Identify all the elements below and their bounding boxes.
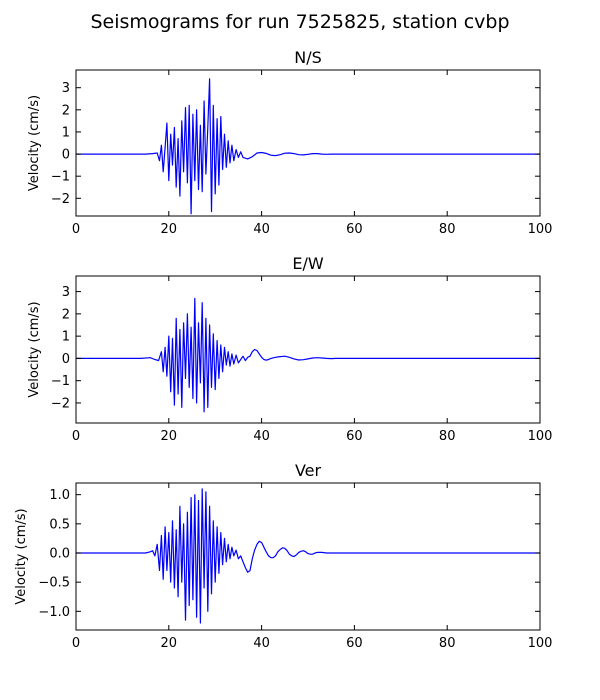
ew-xtick-label: 20 bbox=[161, 429, 178, 444]
ns-ytick-label: 2 bbox=[62, 103, 70, 118]
ns-ylabel: Velocity (cm/s) bbox=[27, 95, 42, 191]
ns-xtick-label: 60 bbox=[346, 222, 363, 237]
ns-ytick-label: 3 bbox=[62, 81, 70, 96]
ver-ytick-label: −1.0 bbox=[38, 605, 70, 620]
ew-ytick-label: −2 bbox=[51, 396, 70, 411]
ew-series-line bbox=[76, 297, 540, 413]
ew-xtick-label: 80 bbox=[439, 429, 456, 444]
ver-ytick-label: 0.5 bbox=[49, 517, 70, 532]
ns-xtick-label: 40 bbox=[253, 222, 270, 237]
figure-title: Seismograms for run 7525825, station cvb… bbox=[90, 11, 509, 33]
ns-ytick-label: −1 bbox=[51, 170, 70, 185]
ew-ytick-label: 1 bbox=[62, 330, 70, 345]
ew-xtick-label: 60 bbox=[346, 429, 363, 444]
ew-xtick-label: 100 bbox=[528, 429, 553, 444]
ns-xtick-label: 100 bbox=[528, 222, 553, 237]
ver-panel-title: Ver bbox=[295, 461, 322, 480]
ver-ytick-label: 0.0 bbox=[49, 547, 70, 562]
ew-axes-frame bbox=[75, 275, 541, 424]
ver-xtick-label: 100 bbox=[528, 636, 553, 651]
ew-ytick-label: 0 bbox=[62, 352, 70, 367]
ew-panel-title: E/W bbox=[292, 254, 324, 273]
ver-xtick-label: 20 bbox=[161, 636, 178, 651]
ew-ytick-label: 3 bbox=[62, 285, 70, 300]
ew-xtick-label: 0 bbox=[72, 429, 80, 444]
ew-ytick-label: −1 bbox=[51, 374, 70, 389]
ew-xtick-label: 40 bbox=[253, 429, 270, 444]
ew-ylabel: Velocity (cm/s) bbox=[27, 301, 42, 397]
ver-series-line bbox=[76, 488, 540, 624]
ns-axes-frame bbox=[75, 69, 541, 217]
ver-ylabel: Velocity (cm/s) bbox=[14, 508, 29, 604]
ns-ytick-label: 0 bbox=[62, 148, 70, 163]
ns-xtick-label: 0 bbox=[72, 222, 80, 237]
ver-xtick-label: 80 bbox=[439, 636, 456, 651]
ver-ytick-label: −0.5 bbox=[38, 576, 70, 591]
ew-ytick-label: 2 bbox=[62, 307, 70, 322]
ns-xtick-label: 80 bbox=[439, 222, 456, 237]
ver-axes-frame bbox=[75, 482, 541, 631]
ver-xtick-label: 60 bbox=[346, 636, 363, 651]
ver-xtick-label: 40 bbox=[253, 636, 270, 651]
ver-xtick-label: 0 bbox=[72, 636, 80, 651]
ns-ytick-label: −2 bbox=[51, 192, 70, 207]
ver-ytick-label: 1.0 bbox=[49, 488, 70, 503]
ns-series-line bbox=[76, 78, 540, 215]
ns-panel-title: N/S bbox=[294, 48, 322, 67]
ns-xtick-label: 20 bbox=[161, 222, 178, 237]
ns-ytick-label: 1 bbox=[62, 125, 70, 140]
